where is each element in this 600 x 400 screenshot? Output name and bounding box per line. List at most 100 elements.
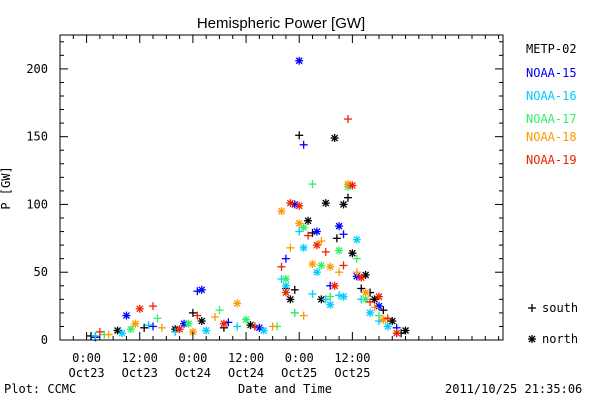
data-point-noaa-17-south-17 — [374, 311, 383, 320]
data-point-noaa-17-south-2 — [153, 314, 162, 323]
data-point-noaa-15-south-8 — [281, 254, 290, 263]
data-point-noaa-19-south-15 — [339, 261, 348, 270]
data-point-noaa-16-north-15 — [326, 300, 335, 309]
data-point-noaa-19-north-18 — [357, 273, 366, 282]
data-point-noaa-18-north-7 — [277, 207, 286, 216]
data-point-noaa-16-north-22 — [383, 322, 392, 331]
chart-title: Hemispheric Power [GW] — [197, 15, 365, 32]
data-point-noaa-16-south-2 — [144, 321, 153, 330]
data-point-metp-02-north-20 — [348, 249, 357, 258]
data-point-noaa-16-north-18 — [352, 235, 361, 244]
data-point-noaa-18-north-17 — [361, 288, 370, 297]
axes: 0501001502000:00Oct2312:00Oct230:00Oct24… — [26, 34, 504, 380]
data-point-noaa-17-north-13 — [335, 246, 344, 255]
data-point-noaa-19-north-8 — [281, 288, 290, 297]
data-point-metp-02-south-4 — [188, 308, 197, 317]
data-point-noaa-16-south-10 — [295, 227, 304, 236]
data-point-noaa-19-north-3 — [175, 325, 184, 334]
x-tick-label-date: Oct25 — [334, 366, 370, 380]
data-point-noaa-19-south-11 — [304, 231, 313, 240]
data-point-metp-02-north-1 — [113, 326, 122, 335]
data-point-metp-02-north-28 — [401, 326, 410, 335]
data-point-noaa-16-north-8 — [281, 281, 290, 290]
data-point-noaa-16-north-20 — [366, 308, 375, 317]
data-point-noaa-19-south-0 — [95, 327, 104, 336]
data-point-noaa-19-north-9 — [286, 199, 295, 208]
data-point-noaa-18-south-6 — [268, 322, 277, 331]
data-point-noaa-18-south-0 — [104, 330, 113, 339]
x-tick-label-date: Oct24 — [228, 366, 264, 380]
data-point-noaa-15-south-15 — [339, 230, 348, 239]
data-point-metp-02-south-2 — [140, 323, 149, 332]
data-point-noaa-16-north-6 — [259, 326, 268, 335]
data-point-noaa-17-north-1 — [126, 325, 135, 334]
data-point-metp-02-south-17 — [332, 234, 341, 243]
data-point-noaa-19-south-7 — [277, 262, 286, 271]
y-tick-label: 0 — [41, 333, 48, 347]
data-point-noaa-18-south-4 — [211, 312, 220, 321]
marker-legend: south north — [528, 301, 578, 346]
data-point-noaa-19-south-2 — [149, 302, 158, 311]
data-point-metp-02-south-21 — [357, 284, 366, 293]
data-point-noaa-18-south-14 — [335, 268, 344, 277]
data-point-noaa-17-south-8 — [290, 308, 299, 317]
data-point-metp-02-north-9 — [286, 295, 295, 304]
data-point-noaa-17-north-5 — [242, 315, 251, 324]
data-point-noaa-18-north-1 — [131, 319, 140, 328]
data-point-metp-02-north-18 — [339, 200, 348, 209]
data-point-noaa-16-north-13 — [312, 268, 321, 277]
data-point-noaa-16-south-5 — [233, 322, 242, 331]
data-point-noaa-18-south-8 — [286, 243, 295, 252]
data-point-noaa-18-south-2 — [157, 323, 166, 332]
data-point-noaa-19-south-21 — [383, 314, 392, 323]
data-point-noaa-16-north-1 — [118, 329, 127, 338]
data-point-noaa-15-north-17 — [374, 302, 383, 311]
data-point-noaa-19-north-14 — [330, 281, 339, 290]
data-point-noaa-15-north-12 — [312, 227, 321, 236]
data-point-noaa-16-south-3 — [171, 327, 180, 336]
data-point-metp-02-north-22 — [361, 270, 370, 279]
data-point-noaa-18-north-13 — [326, 262, 335, 271]
data-point-noaa-15-south-2 — [149, 322, 158, 331]
data-point-noaa-18-south-18 — [370, 303, 379, 312]
data-point-noaa-17-south-12 — [326, 292, 335, 301]
data-point-noaa-18-south-16 — [352, 268, 361, 277]
data-point-noaa-19-north-1 — [135, 304, 144, 313]
footer-timestamp: 2011/10/25 21:35:06 — [445, 382, 583, 396]
data-point-noaa-16-north-17 — [339, 292, 348, 301]
x-tick-label-date: Oct23 — [69, 366, 105, 380]
x-axis-label: Date and Time — [238, 382, 332, 396]
x-tick-label-time: 12:00 — [228, 351, 264, 365]
legend-south-label: south — [542, 301, 578, 315]
legend-noaa-15: NOAA-15 — [526, 66, 577, 80]
data-point-metp-02-south-11 — [295, 131, 304, 140]
data-point-noaa-16-south-12 — [308, 289, 317, 298]
data-point-noaa-16-north-4 — [202, 326, 211, 335]
data-point-noaa-17-north-7 — [281, 275, 290, 283]
legend-south-marker — [528, 304, 536, 312]
legend-noaa-18: NOAA-18 — [526, 130, 577, 144]
data-point-noaa-15-south-11 — [299, 140, 308, 149]
data-point-noaa-15-north-10 — [295, 56, 304, 65]
data-point-noaa-17-south-10 — [308, 180, 317, 189]
y-axis-label: P [GW] — [0, 166, 13, 209]
x-tick-label-time: 0:00 — [72, 351, 101, 365]
footer-plot-source: Plot: CCMC — [4, 382, 77, 396]
data-point-metp-02-south-19 — [343, 193, 352, 202]
x-tick-label-time: 12:00 — [122, 351, 158, 365]
data-point-noaa-17-south-15 — [352, 254, 361, 263]
y-tick-label: 150 — [26, 130, 48, 144]
legend-north-label: north — [542, 332, 578, 346]
data-point-noaa-16-south-14 — [321, 295, 330, 304]
data-point-noaa-19-north-12 — [312, 241, 321, 250]
data-point-noaa-19-north-20 — [374, 292, 383, 301]
plot-frame — [59, 34, 504, 341]
data-point-noaa-15-north-1 — [122, 311, 131, 320]
data-point-noaa-19-south-19 — [366, 298, 375, 307]
data-point-metp-02-south-25 — [379, 306, 388, 315]
data-point-noaa-19-south-13 — [321, 247, 330, 256]
data-point-noaa-19-north-22 — [392, 329, 401, 338]
data-point-noaa-18-north-5 — [233, 299, 242, 308]
data-point-noaa-19-north-10 — [295, 201, 304, 210]
x-tick-label-date: Oct25 — [281, 366, 317, 380]
